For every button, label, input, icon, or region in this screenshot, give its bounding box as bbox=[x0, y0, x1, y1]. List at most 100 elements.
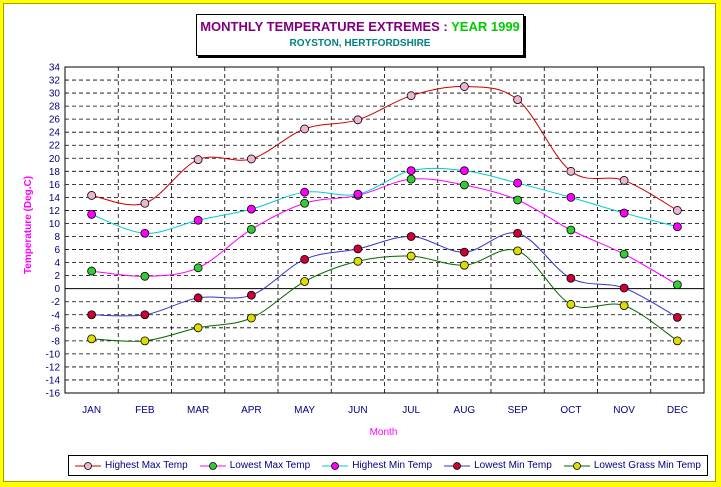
chart-subtitle: ROYSTON, HERTFORDSHIRE bbox=[289, 38, 431, 49]
data-point bbox=[513, 178, 523, 188]
y-tick-label: 20 bbox=[49, 154, 61, 165]
y-tick-label: 26 bbox=[49, 115, 61, 126]
data-point bbox=[193, 215, 203, 225]
x-tick-label: DEC bbox=[667, 405, 688, 416]
data-point bbox=[246, 290, 256, 300]
y-tick-label: 16 bbox=[49, 180, 61, 191]
y-tick-label: -4 bbox=[51, 310, 60, 321]
data-point bbox=[353, 115, 363, 125]
legend-item: Lowest Grass Min Temp bbox=[563, 460, 701, 471]
x-tick-label: JUN bbox=[348, 405, 367, 416]
y-tick-label: 10 bbox=[49, 219, 61, 230]
data-point bbox=[300, 198, 310, 208]
legend-marker bbox=[453, 461, 462, 470]
legend-label: Lowest Grass Min Temp bbox=[593, 460, 701, 471]
chart-title-box: MONTHLY TEMPERATURE EXTREMES : YEAR 1999… bbox=[196, 14, 524, 56]
legend-swatch bbox=[199, 461, 226, 470]
y-tick-label: 2 bbox=[54, 271, 60, 282]
data-point bbox=[246, 224, 256, 234]
data-point bbox=[619, 249, 629, 259]
legend-label: Highest Max Temp bbox=[105, 460, 188, 471]
y-tick-label: -6 bbox=[51, 323, 60, 334]
data-point bbox=[459, 180, 469, 190]
x-tick-label: AUG bbox=[454, 405, 476, 416]
y-tick-label: 24 bbox=[49, 128, 61, 139]
x-tick-label: FEB bbox=[135, 405, 155, 416]
y-tick-label: 28 bbox=[49, 102, 61, 113]
data-point bbox=[353, 244, 363, 254]
y-tick-label: -10 bbox=[46, 349, 61, 360]
y-tick-label: 34 bbox=[49, 63, 61, 74]
legend-swatch bbox=[75, 461, 102, 470]
legend-swatch bbox=[322, 461, 349, 470]
x-tick-label: APR bbox=[241, 405, 262, 416]
data-point bbox=[140, 310, 150, 320]
series-3 bbox=[87, 228, 682, 322]
data-point bbox=[246, 204, 256, 214]
x-axis-label: Month bbox=[370, 427, 398, 438]
data-point bbox=[87, 191, 97, 200]
legend-item: Lowest Min Temp bbox=[444, 460, 552, 471]
data-point bbox=[513, 246, 523, 256]
data-point bbox=[672, 280, 682, 290]
legend-label: Highest Min Temp bbox=[352, 460, 433, 471]
data-point bbox=[513, 95, 523, 104]
chart-legend: Highest Max Temp Lowest Max Temp Highest M… bbox=[68, 455, 708, 476]
legend-label: Lowest Min Temp bbox=[474, 460, 552, 471]
y-tick-label: 0 bbox=[54, 284, 60, 295]
y-tick-label: 12 bbox=[49, 206, 61, 217]
data-point bbox=[459, 247, 469, 257]
y-tick-label: -2 bbox=[51, 297, 60, 308]
y-tick-label: 6 bbox=[54, 245, 60, 256]
data-point bbox=[513, 228, 523, 238]
series-0 bbox=[87, 82, 682, 215]
data-point bbox=[300, 124, 310, 134]
x-tick-label: JUL bbox=[402, 405, 420, 416]
data-point bbox=[513, 195, 523, 205]
legend-marker bbox=[84, 461, 92, 470]
data-point bbox=[672, 222, 682, 232]
data-point bbox=[619, 301, 629, 311]
data-point bbox=[566, 192, 576, 202]
legend-marker bbox=[572, 461, 581, 470]
y-axis-label: Temperature (Deg.C) bbox=[23, 176, 34, 274]
data-point bbox=[406, 232, 416, 241]
x-tick-label: JAN bbox=[82, 405, 101, 416]
data-point bbox=[406, 251, 416, 261]
legend-item: Highest Min Temp bbox=[322, 460, 432, 471]
data-point bbox=[619, 176, 629, 185]
legend-swatch bbox=[444, 461, 471, 470]
data-point bbox=[193, 263, 203, 273]
y-tick-label: 18 bbox=[49, 167, 61, 178]
data-point bbox=[87, 266, 97, 276]
y-tick-label: 22 bbox=[49, 141, 61, 152]
y-tick-label: -14 bbox=[46, 375, 61, 386]
data-point bbox=[193, 323, 203, 333]
data-point bbox=[246, 313, 256, 323]
data-point bbox=[246, 154, 256, 164]
series-4 bbox=[87, 246, 682, 346]
data-point bbox=[87, 209, 97, 219]
x-tick-label: NOV bbox=[613, 405, 635, 416]
x-tick-label: SEP bbox=[508, 405, 528, 416]
y-tick-label: 30 bbox=[49, 89, 61, 100]
data-point bbox=[140, 198, 150, 208]
data-point bbox=[300, 254, 310, 264]
data-point bbox=[619, 208, 629, 218]
x-tick-label: OCT bbox=[560, 405, 581, 416]
y-tick-label: 8 bbox=[54, 232, 60, 243]
legend-label: Lowest Max Temp bbox=[229, 460, 311, 471]
data-point bbox=[619, 283, 629, 293]
data-point bbox=[193, 155, 203, 164]
data-point bbox=[566, 166, 576, 176]
x-tick-label: MAR bbox=[187, 405, 209, 416]
data-point bbox=[193, 293, 203, 303]
legend-item: Lowest Max Temp bbox=[199, 460, 311, 471]
data-point bbox=[672, 336, 682, 346]
series-2 bbox=[87, 166, 682, 238]
data-point bbox=[459, 166, 469, 176]
y-tick-label: 4 bbox=[54, 258, 60, 269]
data-point bbox=[459, 260, 469, 270]
data-point bbox=[566, 273, 576, 283]
